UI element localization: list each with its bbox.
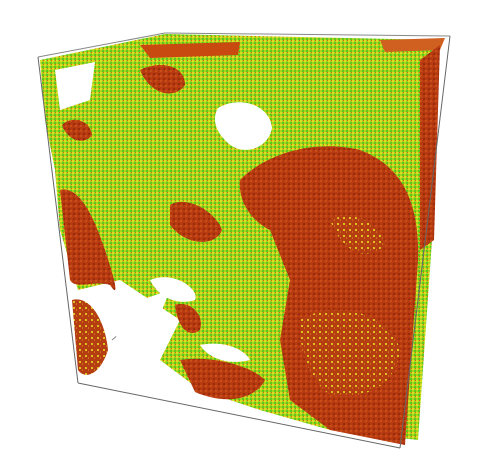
voxel-structure — [40, 34, 445, 445]
cube-front-edges — [37, 35, 451, 449]
